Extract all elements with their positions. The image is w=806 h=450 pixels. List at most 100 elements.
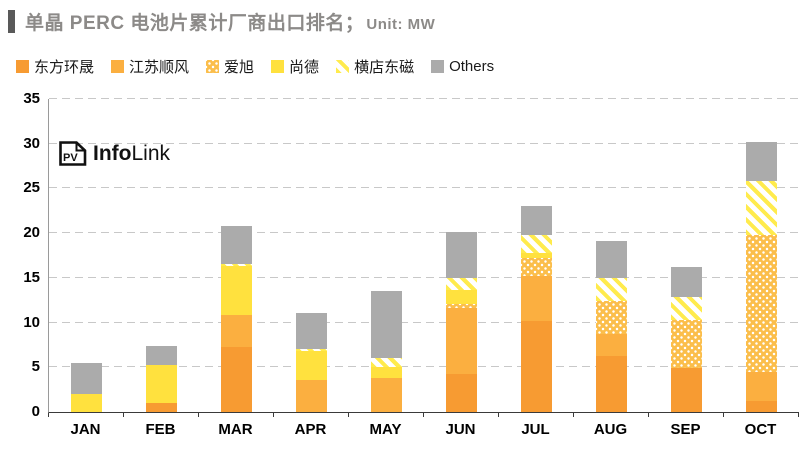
bar-segment-others-apr <box>296 312 327 350</box>
legend-swatch-hengdian-dongci <box>336 60 350 73</box>
x-axis-label-apr: APR <box>294 421 327 438</box>
bar-segment-dongfang-huansheng-jun <box>446 374 477 412</box>
bar-segment-others-sep <box>671 267 702 297</box>
legend-swatch-others <box>431 60 445 73</box>
title-text: 单晶 PERC 电池片累计厂商出口排名； <box>25 13 365 34</box>
bar-segment-jiangsu-shunfeng-jun <box>446 308 477 375</box>
bar-segment-hengdian-dongci-may <box>371 358 402 368</box>
legend-item-dongfang-huansheng: 东方环晟 <box>16 56 94 77</box>
pv-document-icon: PV <box>59 141 87 166</box>
bar-segment-dongfang-huansheng-aug <box>596 355 627 412</box>
legend-label: 江苏顺风 <box>129 59 190 76</box>
bar-group-sep <box>671 267 702 412</box>
logo-text-light: Link <box>131 141 171 165</box>
x-axis-tick <box>123 413 124 417</box>
pv-infolink-logo: PV InfoLink <box>58 140 170 167</box>
x-axis-label-jul: JUL <box>521 421 550 438</box>
x-axis-tick <box>798 413 799 417</box>
bar-segment-hengdian-dongci-mar <box>221 263 252 267</box>
bar-group-apr <box>296 312 327 412</box>
x-axis-tick <box>423 413 424 417</box>
bar-segment-shangde-jan <box>71 394 102 412</box>
bar-segment-hengdian-dongci-apr <box>296 349 327 352</box>
gridline-30 <box>49 142 799 144</box>
y-axis-label-35: 35 <box>23 90 40 107</box>
bar-segment-others-jul <box>521 206 552 235</box>
bar-segment-shangde-jul <box>521 252 552 259</box>
bar-segment-shangde-mar <box>221 266 252 316</box>
x-axis-tick <box>273 413 274 417</box>
x-axis-label-sep: SEP <box>670 421 701 438</box>
y-axis-label-5: 5 <box>31 358 40 376</box>
bar-group-jul <box>521 206 552 412</box>
bar-segment-jiangsu-shunfeng-mar <box>221 315 252 347</box>
y-axis-label-30: 30 <box>23 134 40 152</box>
y-axis-label-25: 25 <box>23 179 40 197</box>
legend-label: 尚德 <box>289 59 320 76</box>
y-axis-label-0: 0 <box>31 403 40 420</box>
bar-segment-shangde-may <box>371 367 402 379</box>
x-axis-label-may: MAY <box>369 421 402 438</box>
legend-label: 横店东磁 <box>354 59 415 76</box>
y-axis-label-10: 10 <box>23 313 40 331</box>
x-axis-label-jan: JAN <box>70 421 101 438</box>
bar-group-may <box>371 291 402 412</box>
bar-segment-shangde-apr <box>296 351 327 380</box>
chart-header: 单晶 PERC 电池片累计厂商出口排名； Unit: MW <box>8 8 435 35</box>
x-axis-tick <box>48 413 49 417</box>
bar-segment-hengdian-dongci-aug <box>596 277 627 302</box>
bar-group-feb <box>146 345 177 412</box>
bar-segment-jiangsu-shunfeng-oct <box>746 371 777 402</box>
bar-segment-jiangsu-shunfeng-aug <box>596 333 627 356</box>
bar-segment-hengdian-dongci-sep <box>671 296 702 320</box>
bar-group-oct <box>746 141 777 412</box>
bar-group-jan <box>71 362 102 412</box>
gridline-20 <box>49 232 799 234</box>
logo-text-bold: Info <box>93 141 132 165</box>
gridline-15 <box>49 276 799 278</box>
x-axis-label-mar: MAR <box>218 421 253 438</box>
bar-segment-others-may <box>371 291 402 359</box>
unit-label: Unit: MW <box>366 16 436 33</box>
bar-segment-others-jan <box>71 362 102 395</box>
bar-segment-jiangsu-shunfeng-may <box>371 378 402 412</box>
page-title: 单晶 PERC 电池片累计厂商出口排名； Unit: MW <box>25 8 435 35</box>
bar-segment-others-mar <box>221 226 252 264</box>
bar-segment-aixu-aug <box>596 301 627 334</box>
legend-swatch-jiangsu-shunfeng <box>111 60 125 73</box>
legend-label: 东方环晟 <box>34 59 95 76</box>
bar-segment-shangde-feb <box>146 364 177 404</box>
legend-item-hengdian-dongci: 横店东磁 <box>336 56 414 77</box>
x-axis-tick <box>723 413 724 417</box>
legend-swatch-dongfang-huansheng <box>16 60 29 73</box>
bar-segment-jiangsu-shunfeng-jul <box>521 276 552 321</box>
x-axis-tick <box>348 413 349 417</box>
bar-group-aug <box>596 241 627 412</box>
bar-segment-dongfang-huansheng-oct <box>746 401 777 412</box>
legend-item-others: Others <box>431 58 494 75</box>
legend-swatch-shangde <box>271 60 285 73</box>
bar-segment-dongfang-huansheng-jul <box>521 320 552 412</box>
bar-segment-hengdian-dongci-jul <box>521 234 552 253</box>
bar-segment-aixu-jul <box>521 258 552 277</box>
y-axis-label-20: 20 <box>23 224 40 242</box>
plot-area <box>48 98 799 413</box>
gridline-35 <box>49 98 799 99</box>
x-axis-tick <box>648 413 649 417</box>
bar-segment-aixu-jun <box>446 303 477 309</box>
x-axis-tick <box>573 413 574 417</box>
bar-segment-shangde-jun <box>446 290 477 304</box>
x-axis-label-jun: JUN <box>445 421 476 438</box>
bar-segment-hengdian-dongci-oct <box>746 181 777 235</box>
x-axis-label-oct: OCT <box>744 421 777 438</box>
bar-segment-others-feb <box>146 345 177 365</box>
bar-segment-hengdian-dongci-jun <box>446 277 477 291</box>
logo-text: InfoLink <box>93 142 170 166</box>
chart-area: 0 5 10 15 20 25 30 35 JAN FEB MAR APR MAY JUN JUL AUG S… <box>0 90 806 450</box>
gridline-5 <box>49 366 799 368</box>
bar-group-mar <box>221 226 252 412</box>
bar-segment-aixu-oct <box>746 234 777 372</box>
bar-segment-others-oct <box>746 141 777 182</box>
bar-segment-aixu-sep <box>671 319 702 369</box>
